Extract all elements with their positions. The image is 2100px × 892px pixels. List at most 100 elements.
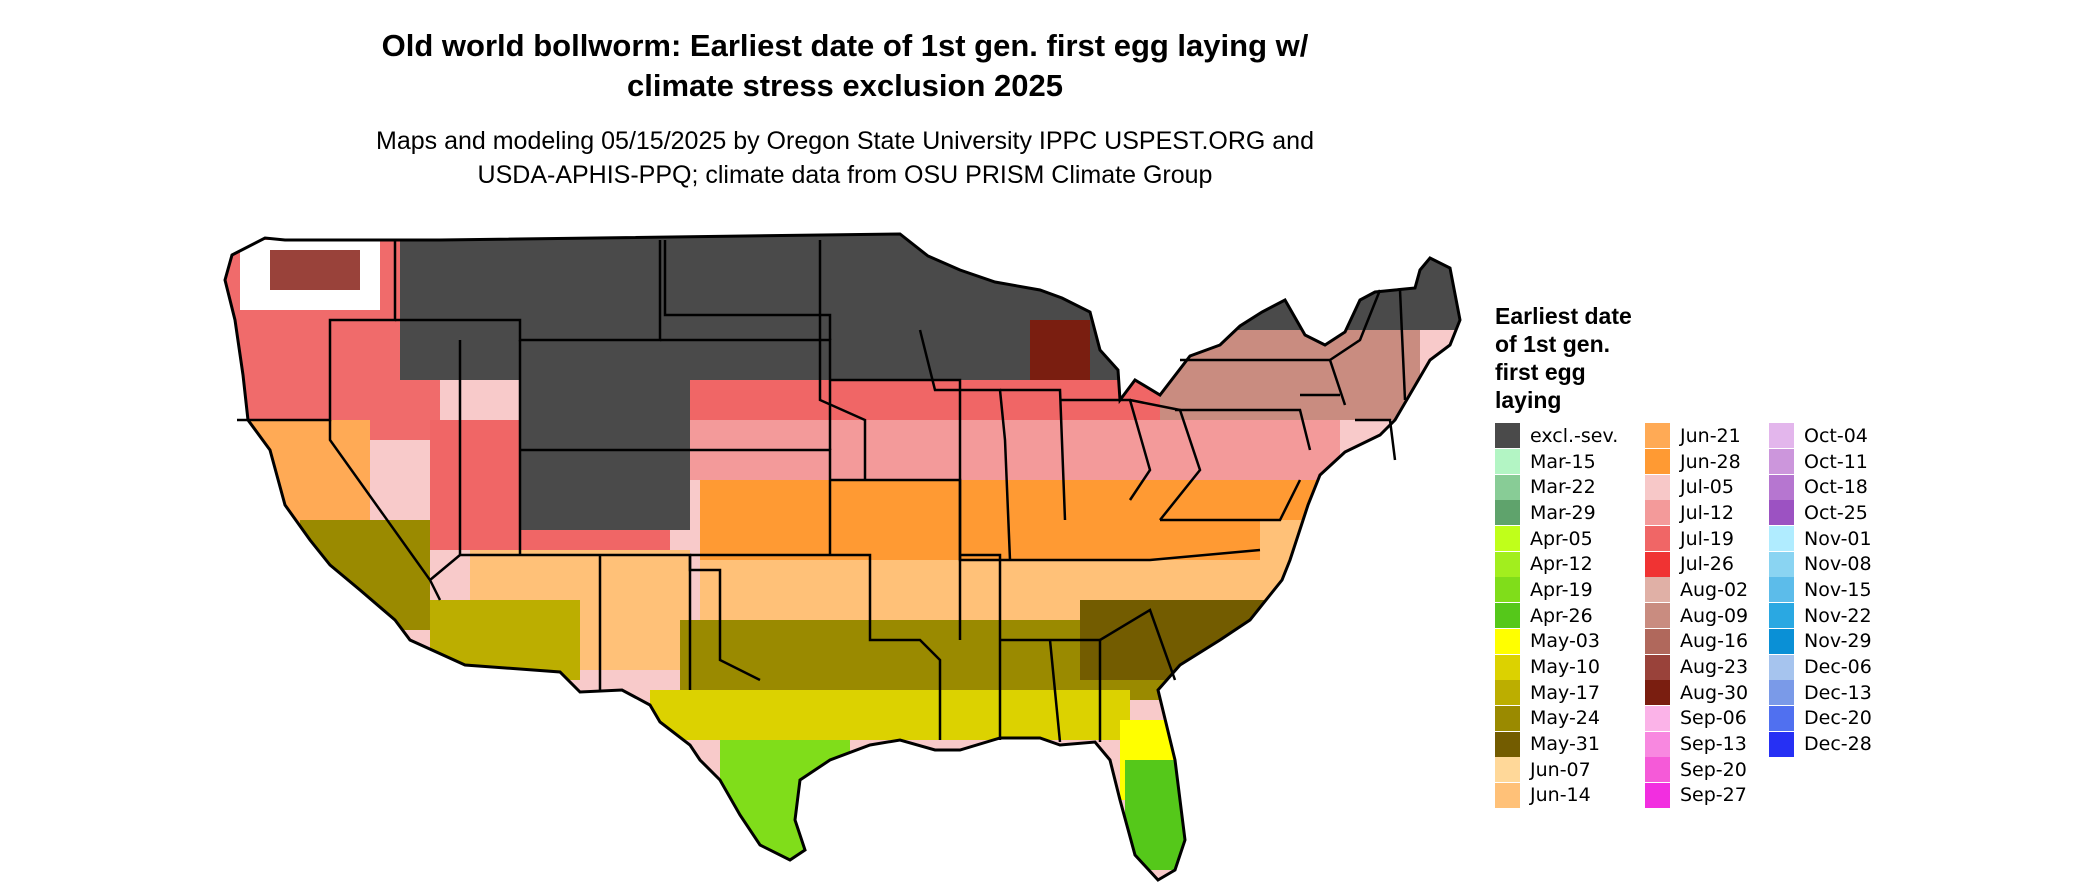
subtitle-line-1: Maps and modeling 05/15/2025 by Oregon S… — [376, 127, 1314, 155]
legend-swatch — [1495, 654, 1520, 680]
legend-label: Oct-18 — [1804, 476, 1868, 499]
legend-item: Apr-05 — [1495, 526, 1618, 552]
legend-item: Mar-22 — [1495, 474, 1618, 500]
legend-swatch — [1645, 500, 1670, 526]
legend-title-line: laying — [1495, 387, 1562, 413]
legend-item: Apr-19 — [1495, 577, 1618, 603]
legend-column-2: Jun-21 Jun-28 Jul-05 Jul-12 Jul-19 Jul-26 Aug-… — [1645, 423, 1748, 808]
legend-swatch — [1495, 449, 1520, 475]
legend-item: Aug-23 — [1645, 654, 1748, 680]
legend-swatch — [1495, 757, 1520, 783]
legend-item: Apr-12 — [1495, 551, 1618, 577]
legend-title-line: Earliest date — [1495, 303, 1632, 329]
legend-label: Apr-05 — [1530, 527, 1593, 550]
legend-item: Oct-25 — [1769, 500, 1872, 526]
legend-label: Aug-02 — [1680, 578, 1749, 601]
legend-label: May-03 — [1530, 630, 1600, 653]
legend-title-line: first egg — [1495, 359, 1586, 385]
legend-swatch — [1769, 526, 1794, 552]
legend-item: Aug-30 — [1645, 680, 1748, 706]
legend-swatch — [1769, 449, 1794, 475]
legend-label: Nov-01 — [1804, 527, 1872, 550]
legend-swatch — [1495, 731, 1520, 757]
legend-label: Aug-30 — [1680, 681, 1749, 704]
legend-column-1: excl.-sev. Mar-15 Mar-22 Mar-29 Apr-05 Apr-12… — [1495, 423, 1618, 808]
legend-swatch — [1645, 551, 1670, 577]
legend-item: Nov-29 — [1769, 628, 1872, 655]
legend-item: Nov-01 — [1769, 526, 1872, 552]
legend-swatch — [1645, 628, 1670, 654]
legend-label: Sep-27 — [1680, 784, 1747, 807]
legend-item: Dec-06 — [1769, 654, 1872, 680]
legend-swatch — [1495, 577, 1520, 603]
subtitle-line-2: USDA-APHIS-PPQ; climate data from OSU PR… — [477, 161, 1213, 189]
legend-swatch — [1645, 654, 1670, 680]
map-subtitle: Maps and modeling 05/15/2025 by Oregon S… — [225, 124, 1465, 192]
title-line-2: climate stress exclusion 2025 — [627, 68, 1063, 103]
legend-item: Dec-28 — [1769, 731, 1872, 757]
legend-item: Apr-26 — [1495, 603, 1618, 629]
legend-label: Jul-05 — [1680, 476, 1734, 499]
legend-label: Nov-08 — [1804, 553, 1872, 576]
legend-label: Jun-21 — [1680, 424, 1741, 447]
legend-item: Sep-06 — [1645, 705, 1748, 732]
legend-item: May-17 — [1495, 680, 1618, 706]
legend-item: Jun-14 — [1495, 782, 1618, 809]
legend-swatch — [1645, 680, 1670, 706]
legend-label: Dec-28 — [1804, 733, 1872, 756]
legend-label: May-24 — [1530, 707, 1600, 730]
legend-swatch — [1495, 628, 1520, 654]
legend-swatch — [1645, 782, 1670, 808]
legend-item: Oct-18 — [1769, 474, 1872, 500]
legend-item: excl.-sev. — [1495, 423, 1618, 449]
legend-swatch — [1645, 731, 1670, 757]
legend-swatch — [1769, 500, 1794, 526]
legend-label: Jun-28 — [1680, 450, 1741, 473]
legend-label: Aug-16 — [1680, 630, 1749, 653]
legend-item: Jul-19 — [1645, 526, 1748, 552]
legend-label: Apr-12 — [1530, 553, 1593, 576]
legend-label: Jul-26 — [1680, 553, 1734, 576]
legend-item: Dec-13 — [1769, 680, 1872, 706]
legend-title: Earliest date of 1st gen. first egg layi… — [1495, 302, 1685, 414]
legend-swatch — [1769, 680, 1794, 706]
legend-label: Jun-14 — [1530, 784, 1591, 807]
title-line-1: Old world bollworm: Earliest date of 1st… — [381, 28, 1309, 63]
legend-column-3: Oct-04 Oct-11 Oct-18 Oct-25 Nov-01 Nov-08 Nov-… — [1769, 423, 1872, 757]
legend-item: May-10 — [1495, 654, 1618, 680]
legend-label: Mar-15 — [1530, 450, 1596, 473]
legend-swatch — [1495, 782, 1520, 808]
legend-swatch — [1769, 654, 1794, 680]
legend-swatch — [1495, 423, 1520, 449]
legend-swatch — [1495, 551, 1520, 577]
legend-swatch — [1645, 474, 1670, 500]
legend-label: Sep-13 — [1680, 733, 1747, 756]
map-title: Old world bollworm: Earliest date of 1st… — [225, 26, 1465, 106]
legend-swatch — [1645, 449, 1670, 475]
legend-swatch — [1495, 500, 1520, 526]
legend-swatch — [1769, 551, 1794, 577]
legend-label: Mar-22 — [1530, 476, 1596, 499]
legend-swatch — [1645, 705, 1670, 731]
legend-item: Nov-08 — [1769, 551, 1872, 577]
legend-item: May-31 — [1495, 731, 1618, 757]
legend-item: Jun-28 — [1645, 449, 1748, 475]
legend-item: Sep-27 — [1645, 782, 1748, 809]
legend-label: Mar-29 — [1530, 501, 1596, 524]
legend-item: Aug-09 — [1645, 603, 1748, 629]
legend-item: Jul-12 — [1645, 500, 1748, 526]
legend-swatch — [1495, 705, 1520, 731]
legend-item: Sep-13 — [1645, 731, 1748, 757]
legend-item: Jun-07 — [1495, 757, 1618, 783]
legend-label: Dec-20 — [1804, 707, 1872, 730]
legend-label: May-10 — [1530, 656, 1600, 679]
legend-swatch — [1645, 423, 1670, 449]
legend-item: Aug-02 — [1645, 577, 1748, 603]
legend-title-line: of 1st gen. — [1495, 331, 1611, 357]
legend-label: Jul-19 — [1680, 527, 1734, 550]
legend-label: Aug-09 — [1680, 604, 1749, 627]
legend-label: excl.-sev. — [1530, 424, 1619, 447]
legend-item: Dec-20 — [1769, 705, 1872, 732]
legend-item: Jul-05 — [1645, 474, 1748, 500]
legend-swatch — [1495, 680, 1520, 706]
